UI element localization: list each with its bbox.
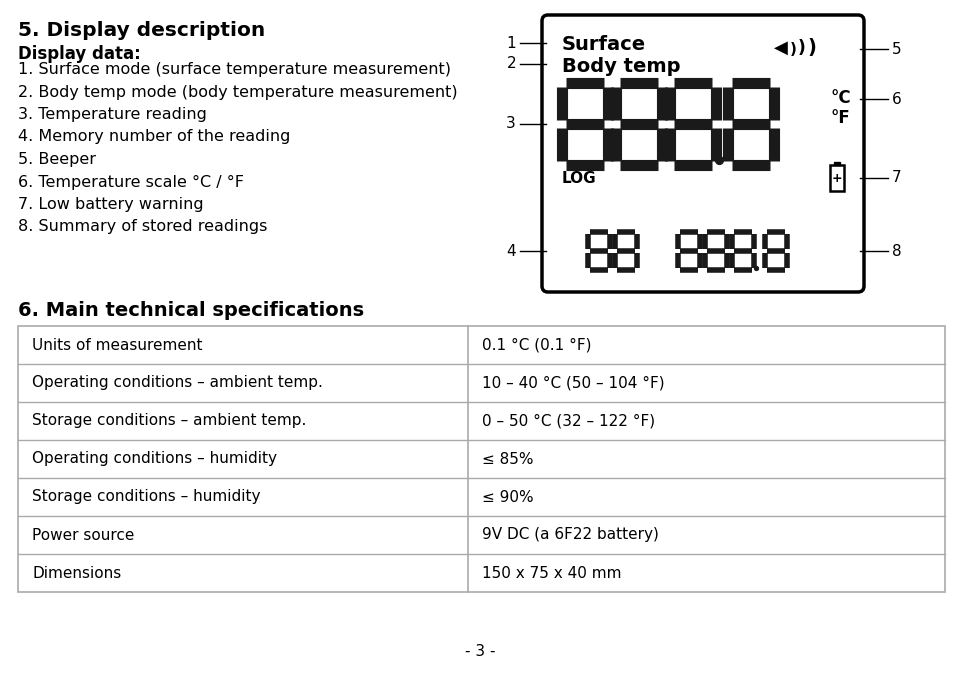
Text: 6. Main technical specifications: 6. Main technical specifications bbox=[18, 301, 364, 320]
Text: 3: 3 bbox=[506, 116, 516, 131]
Text: Operating conditions – ambient temp.: Operating conditions – ambient temp. bbox=[32, 375, 323, 390]
Text: 150 x 75 x 40 mm: 150 x 75 x 40 mm bbox=[482, 565, 621, 580]
Text: °F: °F bbox=[830, 109, 850, 127]
Text: Dimensions: Dimensions bbox=[32, 565, 121, 580]
Text: Storage conditions – ambient temp.: Storage conditions – ambient temp. bbox=[32, 413, 306, 428]
Text: 9V DC (a 6F22 battery): 9V DC (a 6F22 battery) bbox=[482, 528, 659, 543]
Text: 1. Surface mode (surface temperature measurement): 1. Surface mode (surface temperature mea… bbox=[18, 62, 451, 77]
Text: 0 – 50 °C (32 – 122 °F): 0 – 50 °C (32 – 122 °F) bbox=[482, 413, 655, 428]
Text: ): ) bbox=[790, 42, 797, 57]
Text: ≤ 90%: ≤ 90% bbox=[482, 490, 534, 505]
Text: 0.1 °C (0.1 °F): 0.1 °C (0.1 °F) bbox=[482, 338, 591, 353]
Text: 10 – 40 °C (50 – 104 °F): 10 – 40 °C (50 – 104 °F) bbox=[482, 375, 664, 390]
Text: 5. Display description: 5. Display description bbox=[18, 21, 265, 40]
Text: ): ) bbox=[798, 39, 805, 57]
Text: 4: 4 bbox=[506, 244, 516, 259]
Text: 8. Summary of stored readings: 8. Summary of stored readings bbox=[18, 219, 268, 234]
Text: Body temp: Body temp bbox=[562, 57, 681, 76]
Text: 7. Low battery warning: 7. Low battery warning bbox=[18, 197, 204, 212]
Text: °C: °C bbox=[830, 89, 851, 107]
Text: ≤ 85%: ≤ 85% bbox=[482, 452, 534, 466]
Text: ): ) bbox=[807, 38, 816, 57]
Text: +: + bbox=[831, 172, 842, 185]
Bar bbox=[18, 326, 945, 592]
Text: 2. Body temp mode (body temperature measurement): 2. Body temp mode (body temperature meas… bbox=[18, 84, 458, 99]
Text: 5. Beeper: 5. Beeper bbox=[18, 152, 96, 167]
Text: 6: 6 bbox=[892, 91, 901, 106]
Text: Surface: Surface bbox=[562, 35, 646, 54]
Bar bbox=[830, 165, 844, 191]
Text: 1: 1 bbox=[506, 35, 516, 50]
Text: LOG: LOG bbox=[562, 171, 596, 186]
Text: 7: 7 bbox=[892, 170, 901, 185]
Text: Display data:: Display data: bbox=[18, 45, 141, 63]
Text: Power source: Power source bbox=[32, 528, 134, 543]
Bar bbox=[834, 162, 840, 165]
Text: 6. Temperature scale °C / °F: 6. Temperature scale °C / °F bbox=[18, 174, 244, 189]
Text: 3. Temperature reading: 3. Temperature reading bbox=[18, 107, 206, 122]
Text: - 3 -: - 3 - bbox=[465, 644, 495, 659]
Text: Storage conditions – humidity: Storage conditions – humidity bbox=[32, 490, 260, 505]
Text: Operating conditions – humidity: Operating conditions – humidity bbox=[32, 452, 277, 466]
Text: 2: 2 bbox=[506, 57, 516, 72]
FancyBboxPatch shape bbox=[542, 15, 864, 292]
Text: ◀: ◀ bbox=[774, 39, 788, 57]
Text: 8: 8 bbox=[892, 244, 901, 259]
Text: 4. Memory number of the reading: 4. Memory number of the reading bbox=[18, 129, 290, 144]
Text: Units of measurement: Units of measurement bbox=[32, 338, 203, 353]
Text: 5: 5 bbox=[892, 42, 901, 57]
